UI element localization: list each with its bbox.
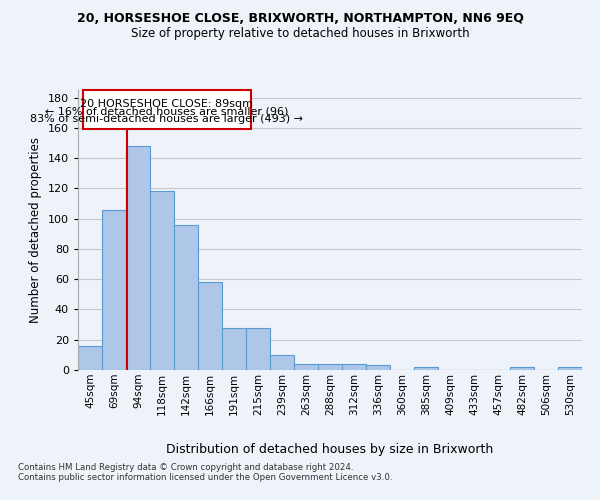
Bar	[318, 364, 342, 370]
Bar	[222, 328, 246, 370]
Bar	[270, 355, 294, 370]
Bar	[294, 364, 318, 370]
Y-axis label: Number of detached properties: Number of detached properties	[29, 137, 42, 323]
Text: 20 HORSESHOE CLOSE: 89sqm: 20 HORSESHOE CLOSE: 89sqm	[80, 99, 253, 109]
Bar	[198, 282, 222, 370]
Bar	[174, 224, 198, 370]
Text: Size of property relative to detached houses in Brixworth: Size of property relative to detached ho…	[131, 28, 469, 40]
Text: Distribution of detached houses by size in Brixworth: Distribution of detached houses by size …	[166, 442, 494, 456]
Text: 83% of semi-detached houses are larger (493) →: 83% of semi-detached houses are larger (…	[31, 114, 304, 124]
Bar	[246, 328, 270, 370]
Text: Contains HM Land Registry data © Crown copyright and database right 2024.: Contains HM Land Registry data © Crown c…	[18, 462, 353, 471]
Bar	[558, 367, 582, 370]
Bar	[150, 192, 174, 370]
Bar	[342, 364, 366, 370]
Bar	[366, 366, 390, 370]
Text: Contains public sector information licensed under the Open Government Licence v3: Contains public sector information licen…	[18, 472, 392, 482]
Bar	[102, 210, 126, 370]
Bar	[126, 146, 150, 370]
Bar	[83, 90, 251, 130]
Text: ← 16% of detached houses are smaller (96): ← 16% of detached houses are smaller (96…	[45, 106, 289, 117]
Bar	[510, 367, 534, 370]
Text: 20, HORSESHOE CLOSE, BRIXWORTH, NORTHAMPTON, NN6 9EQ: 20, HORSESHOE CLOSE, BRIXWORTH, NORTHAMP…	[77, 12, 523, 26]
Bar	[414, 367, 438, 370]
Bar	[78, 346, 102, 370]
